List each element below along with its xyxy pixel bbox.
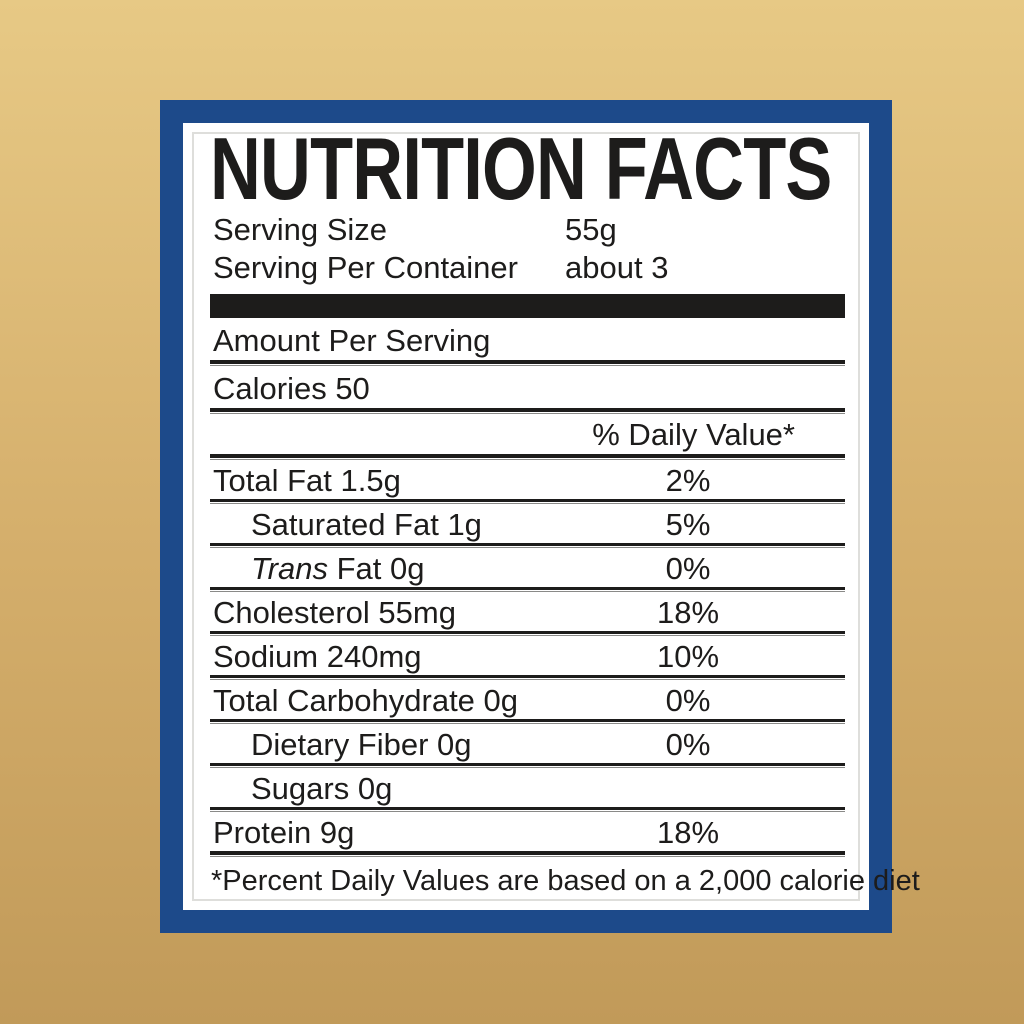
nutrient-row: Total Carbohydrate 0g 0% — [210, 680, 845, 719]
nutrient-name: Sodium 240mg — [213, 639, 422, 674]
nutrient-name: Cholesterol 55mg — [213, 595, 456, 630]
nutrient-name: Trans Fat 0g — [251, 551, 425, 586]
nutrient-daily-value: 0% — [665, 683, 711, 718]
row-divider — [210, 807, 845, 812]
serving-value: 55g — [565, 212, 617, 247]
footnote: *Percent Daily Values are based on a 2,0… — [211, 865, 920, 897]
nutrient-daily-value: 2% — [665, 463, 711, 498]
nutrient-name: Saturated Fat 1g — [251, 507, 482, 542]
nutrient-name: Total Carbohydrate 0g — [213, 683, 519, 718]
nutrient-daily-value: 18% — [656, 595, 720, 630]
nutrient-name: Protein 9g — [213, 815, 355, 850]
row-divider — [210, 763, 845, 768]
row-divider — [210, 587, 845, 592]
row-divider — [210, 851, 845, 857]
serving-row: Serving Per Container about 3 — [210, 249, 845, 287]
nutrient-row: Protein 9g 18% — [210, 812, 845, 851]
amount-per-serving-label: Amount Per Serving — [213, 323, 491, 358]
nutrient-row: Saturated Fat 1g 5% — [210, 504, 845, 543]
serving-info: Serving Size 55g Serving Per Container abou… — [210, 211, 845, 287]
nutrient-row: Dietary Fiber 0g 0% — [210, 724, 845, 763]
serving-label: Serving Per Container — [213, 250, 518, 285]
calories-value: Calories 50 — [213, 371, 370, 406]
nutrient-table: Total Fat 1.5g 2% Saturated Fat 1g 5% Trans … — [210, 460, 845, 857]
nutrient-daily-value: 5% — [665, 507, 711, 542]
nutrition-facts-label: NUTRITION FACTS Serving Size 55g Serving P… — [183, 119, 920, 910]
rule-under-amount-per-serving — [210, 360, 845, 366]
serving-label: Serving Size — [213, 212, 388, 247]
row-divider — [210, 631, 845, 636]
serving-row: Serving Size 55g — [210, 211, 845, 249]
nutrient-row: Sodium 240mg 10% — [210, 636, 845, 675]
label-content: NUTRITION FACTS Serving Size 55g Serving P… — [210, 119, 920, 898]
label-title: NUTRITION FACTS — [210, 119, 832, 218]
daily-value-header: % Daily Value* — [210, 414, 845, 454]
daily-value-header-text: % Daily Value* — [592, 417, 795, 452]
serving-value: about 3 — [565, 250, 669, 285]
nutrient-row: Total Fat 1.5g 2% — [210, 460, 845, 499]
nutrient-daily-value: 10% — [656, 639, 720, 674]
nutrient-name-italic: Trans — [251, 551, 328, 586]
nutrient-daily-value: 18% — [656, 815, 720, 850]
label-blue-border: NUTRITION FACTS Serving Size 55g Serving P… — [160, 100, 920, 933]
nutrient-name: Dietary Fiber 0g — [251, 727, 472, 762]
separator-bar — [210, 294, 845, 318]
rule-under-daily-value-header — [210, 454, 845, 460]
nutrient-daily-value: 0% — [665, 727, 711, 762]
nutrient-name: Sugars 0g — [251, 771, 393, 806]
row-divider — [210, 675, 845, 680]
nutrient-row: Trans Fat 0g 0% — [210, 548, 845, 587]
nutrient-daily-value: 0% — [665, 551, 711, 586]
calories-row: Calories 50 — [210, 366, 845, 408]
rule-under-calories — [210, 408, 845, 414]
amount-per-serving-row: Amount Per Serving — [210, 318, 845, 360]
nutrient-name: Total Fat 1.5g — [213, 463, 401, 498]
row-divider — [210, 499, 845, 504]
row-divider — [210, 719, 845, 724]
row-divider — [210, 543, 845, 548]
nutrient-row: Cholesterol 55mg 18% — [210, 592, 845, 631]
nutrient-row: Sugars 0g — [210, 768, 845, 807]
